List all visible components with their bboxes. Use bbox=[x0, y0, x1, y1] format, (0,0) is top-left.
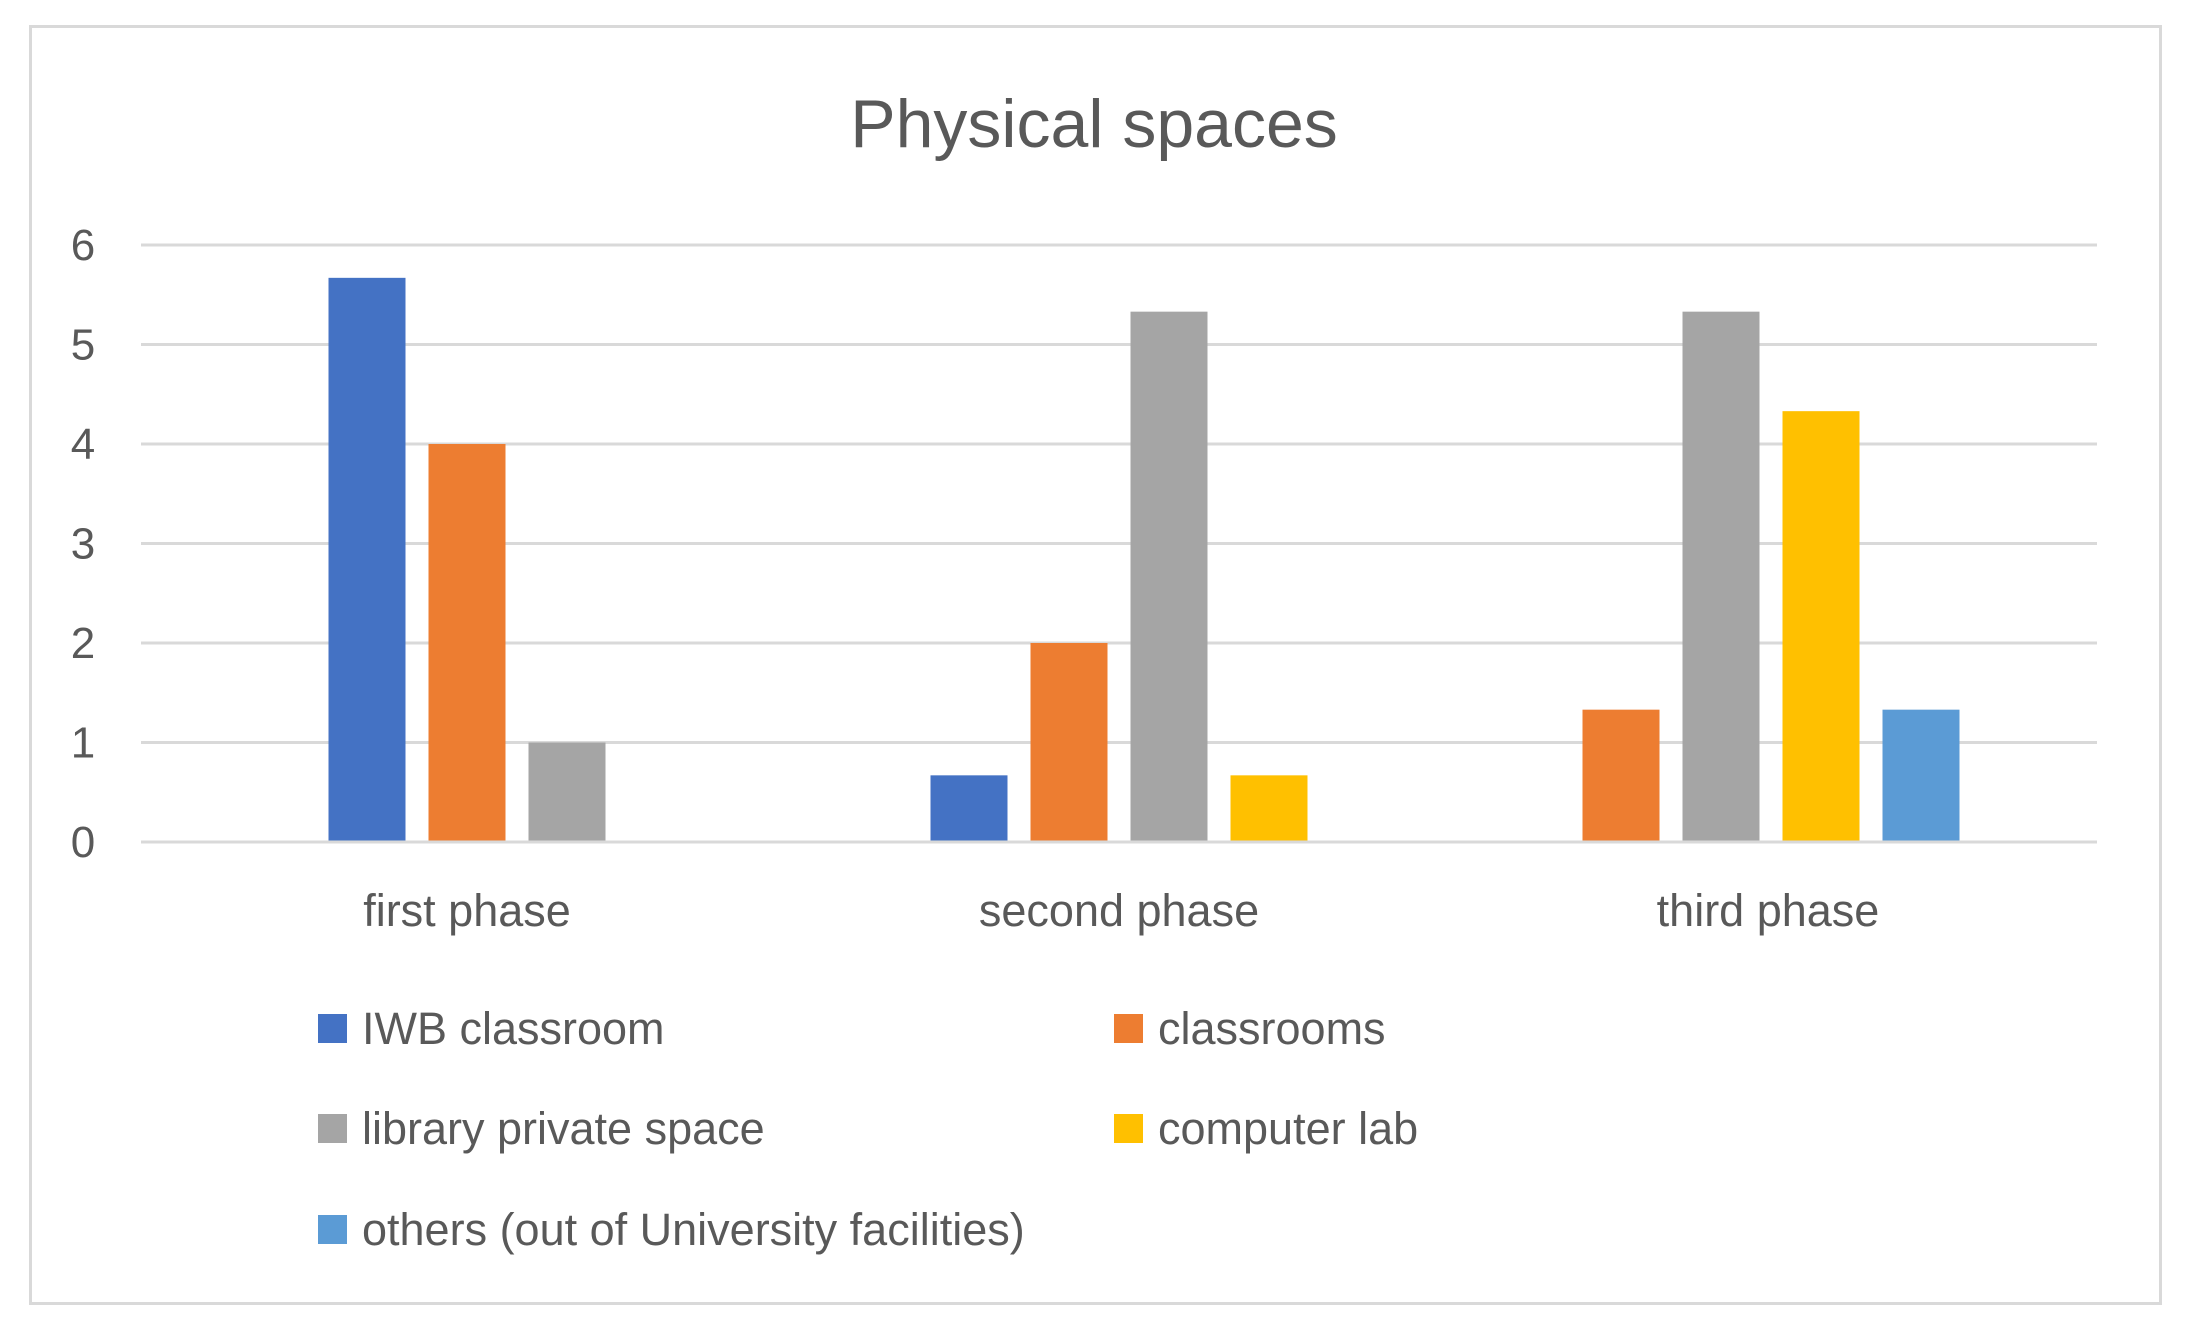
y-tick-label: 5 bbox=[71, 321, 95, 370]
bar bbox=[428, 444, 506, 842]
bar bbox=[1030, 643, 1108, 842]
chart-title: Physical spaces bbox=[850, 86, 1338, 162]
y-tick-label: 1 bbox=[71, 719, 95, 768]
bar bbox=[1782, 411, 1860, 842]
bar bbox=[528, 742, 606, 842]
bar bbox=[1230, 775, 1308, 842]
legend-swatch bbox=[318, 1114, 347, 1143]
legend-label: IWB classroom bbox=[362, 1003, 665, 1054]
bar bbox=[930, 775, 1008, 842]
y-axis-ticks: 0 1 2 3 4 5 6 bbox=[71, 221, 95, 867]
bars bbox=[141, 277, 2097, 844]
legend-swatch bbox=[1114, 1014, 1143, 1043]
bar bbox=[1130, 311, 1208, 842]
legend-swatch bbox=[1114, 1114, 1143, 1143]
y-tick-label: 2 bbox=[71, 619, 95, 668]
legend-label: computer lab bbox=[1158, 1103, 1418, 1154]
y-tick-label: 0 bbox=[71, 818, 95, 867]
y-tick-label: 4 bbox=[71, 420, 95, 469]
legend-label: library private space bbox=[362, 1103, 765, 1154]
legend-swatch bbox=[318, 1215, 347, 1244]
bar bbox=[1682, 311, 1760, 842]
legend-label: others (out of University facilities) bbox=[362, 1204, 1025, 1255]
bar bbox=[1882, 709, 1960, 842]
legend-swatch bbox=[318, 1014, 347, 1043]
legend-label: classrooms bbox=[1158, 1003, 1386, 1054]
y-tick-label: 3 bbox=[71, 520, 95, 569]
x-axis-labels: first phase second phase third phase bbox=[363, 885, 1879, 936]
bar bbox=[328, 277, 406, 843]
x-tick-label: third phase bbox=[1657, 885, 1880, 936]
x-tick-label: second phase bbox=[979, 885, 1259, 936]
legend: IWB classroom classrooms library private s… bbox=[318, 1003, 1418, 1255]
y-tick-label: 6 bbox=[71, 221, 95, 270]
x-tick-label: first phase bbox=[363, 885, 571, 936]
bar bbox=[1582, 709, 1660, 842]
